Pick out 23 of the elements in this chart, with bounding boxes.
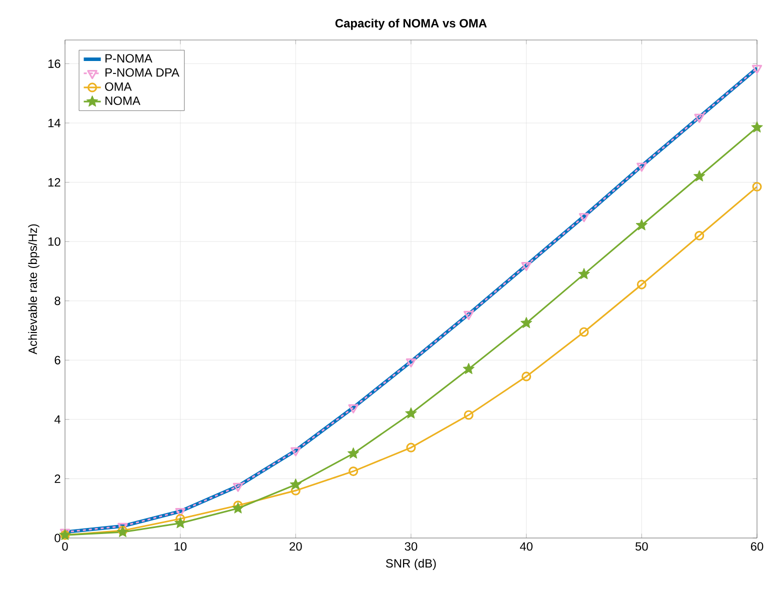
y-tick-label: 4 <box>54 415 60 424</box>
y-tick-label: 16 <box>48 59 60 68</box>
legend-label: P-NOMA <box>106 54 152 63</box>
y-tick-label: 14 <box>48 118 60 128</box>
legend-label: NOMA <box>106 96 140 105</box>
x-tick-label: 50 <box>636 542 648 551</box>
x-tick-label: 40 <box>520 542 533 551</box>
legend-label: OMA <box>105 82 132 91</box>
y-tick-label: 6 <box>54 356 60 364</box>
x-tick-label: 20 <box>290 542 302 551</box>
x-tick-label: 30 <box>404 542 418 551</box>
x-axis-title: SNR (dB) <box>386 558 436 570</box>
y-tick-label: 10 <box>48 237 60 246</box>
y-tick-label: 2 <box>54 474 60 483</box>
x-tick-label: 60 <box>750 542 764 551</box>
chart-title: Capacity of NOMA vs OMA <box>335 18 487 30</box>
legend-label: P-NOMA DPA <box>106 68 180 77</box>
y-axis-title: Achievable rate (bps/Hz) <box>28 224 40 354</box>
x-tick-label: 0 <box>62 542 68 551</box>
y-tick-label: 8 <box>54 296 60 306</box>
x-tick-label: 10 <box>174 542 187 551</box>
y-tick-label: 12 <box>48 178 60 186</box>
y-tick-label: 0 <box>54 534 60 542</box>
